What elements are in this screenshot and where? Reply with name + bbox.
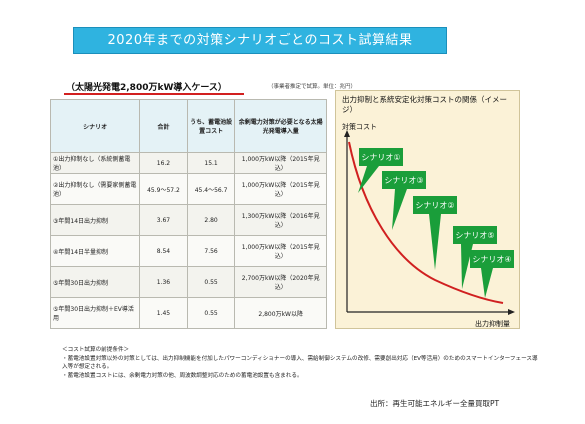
row-scenario: ③年間14日出力抑制	[49, 204, 141, 236]
table-row: ③年間14日出力抑制 3.67 2.80 1,300万kW以降（2016年見込）	[49, 204, 327, 236]
header-total: 合計	[139, 99, 188, 153]
row-total: 1.36	[139, 266, 188, 298]
row-total: 45.9〜57.2	[139, 173, 188, 205]
callout-label-5: シナリオ⑤	[455, 231, 494, 240]
row-scenario: ⑤年間30日出力抑制	[49, 266, 141, 298]
panel-title: 出力抑制と系統安定化対策コストの関係（イメージ）	[342, 95, 507, 114]
row-battery: 0.55	[186, 266, 236, 298]
row-total: 16.2	[139, 152, 188, 174]
row-battery: 15.1	[186, 152, 236, 174]
callout-box	[359, 148, 403, 166]
cost-curve-diagram: シナリオ① シナリオ③ シナリオ② シナリオ⑤ シナリオ④	[344, 130, 515, 315]
callout-box	[470, 250, 514, 268]
row-scope: 2,800万kW以降	[234, 297, 327, 329]
row-total: 1.45	[139, 297, 188, 329]
page-title: 2020年までの対策シナリオごとのコスト試算結果	[73, 27, 447, 54]
row-battery: 7.56	[186, 235, 236, 267]
table-row: ⑤年間30日出力抑制＋EV導活用 1.45 0.55 2,800万kW以降	[49, 297, 327, 329]
table-row: ④年間14日半量抑制 8.54 7.56 1,000万kW以降（2015年見込）	[49, 235, 327, 267]
row-battery: 2.80	[186, 204, 236, 236]
x-axis-label: 出力抑制量	[475, 320, 510, 328]
callout-pointer	[429, 214, 441, 270]
y-axis-label: 対策コスト	[342, 123, 377, 131]
header-battery: うち、蓄電池設置コスト	[186, 99, 236, 153]
callout-label-1: シナリオ①	[361, 153, 400, 162]
callout-box	[382, 171, 426, 189]
cost-table: シナリオ 合計 うち、蓄電池設置コスト 余剰電力対策が必要となる太陽光発電導入量…	[49, 99, 327, 329]
callout-box	[453, 226, 497, 244]
cost-curve	[348, 141, 504, 304]
callout-pointer	[481, 268, 493, 298]
row-scope: 2,700万kW以降（2020年見込）	[234, 266, 327, 298]
case-subtitle: （太陽光発電2,800万kW導入ケース）	[66, 83, 227, 93]
header-scope: 余剰電力対策が必要となる太陽光発電導入量	[234, 99, 327, 153]
table-row: ②出力抑制なし（需要家側蓄電池） 45.9〜57.2 45.4〜56.7 1,0…	[49, 173, 327, 205]
source-credit: 出所：再生可能エネルギー全量買取PT	[370, 399, 500, 408]
unit-note: （事業者推定で試算。単位：兆円）	[268, 84, 357, 90]
note-item: ・蓄電池設置対策以外の対策としては、出力抑制機能を付加したパワーコンディショナー…	[62, 355, 538, 371]
row-scenario: ④年間14日半量抑制	[49, 235, 141, 267]
row-scenario: ②出力抑制なし（需要家側蓄電池）	[49, 173, 141, 205]
assumptions-notes: ＜コスト試算の前提条件＞ ・蓄電池設置対策以外の対策としては、出力抑制機能を付加…	[62, 346, 542, 380]
row-scope: 1,000万kW以降（2015年見込）	[234, 235, 327, 267]
callout-label-2: シナリオ②	[415, 201, 454, 210]
table-header-row: シナリオ 合計 うち、蓄電池設置コスト 余剰電力対策が必要となる太陽光発電導入量	[49, 99, 327, 153]
table-row: ①出力抑制なし（系統側蓄電池） 16.2 15.1 1,000万kW以降（201…	[49, 152, 327, 174]
row-battery: 45.4〜56.7	[186, 173, 236, 205]
callout-pointer	[392, 189, 407, 230]
row-total: 8.54	[139, 235, 188, 267]
subtitle-underline	[64, 93, 244, 95]
callout-label-3: シナリオ③	[384, 176, 423, 185]
row-scenario: ①出力抑制なし（系統側蓄電池）	[49, 152, 141, 174]
row-total: 3.67	[139, 204, 188, 236]
row-scenario: ⑤年間30日出力抑制＋EV導活用	[49, 297, 141, 329]
callout-label-4: シナリオ④	[472, 255, 511, 264]
row-battery: 0.55	[186, 297, 236, 329]
callout-box	[413, 196, 457, 214]
row-scope: 1,000万kW以降（2015年見込）	[234, 173, 327, 205]
y-axis-arrow-icon	[344, 130, 350, 137]
row-scope: 1,300万kW以降（2016年見込）	[234, 204, 327, 236]
callout-pointer	[358, 166, 379, 193]
notes-heading: ＜コスト試算の前提条件＞	[62, 347, 130, 353]
table-row: ⑤年間30日出力抑制 1.36 0.55 2,700万kW以降（2020年見込）	[49, 266, 327, 298]
row-scope: 1,000万kW以降（2015年見込）	[234, 152, 327, 174]
x-axis-arrow-icon	[508, 309, 515, 315]
note-item: ・蓄電池設置コストには、余剰電力対策の他、周波数調整対応のための蓄電池設置も含ま…	[62, 372, 303, 379]
header-scenario: シナリオ	[49, 99, 141, 153]
